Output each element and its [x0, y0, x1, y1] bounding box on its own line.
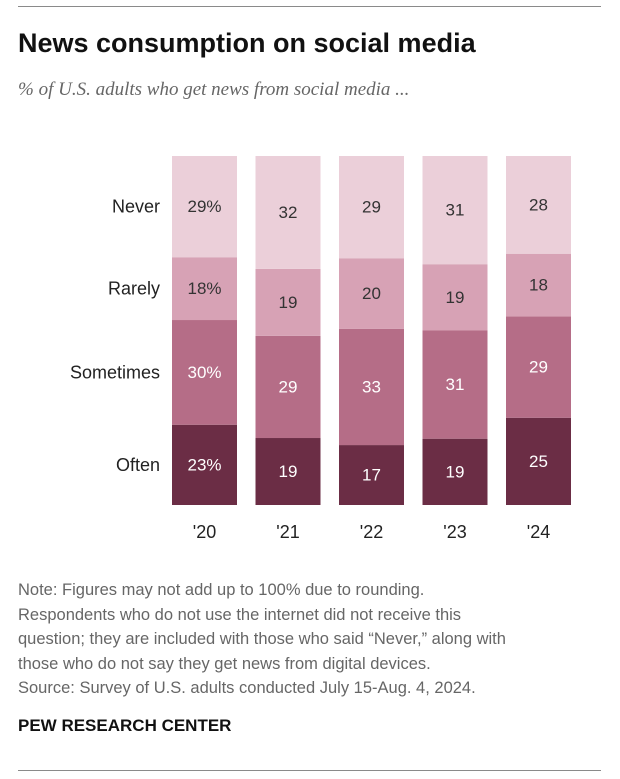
x-tick-label: '22 [360, 522, 383, 542]
x-tick-label: '20 [193, 522, 216, 542]
x-tick-label: '21 [276, 522, 299, 542]
source-line: Source: Survey of U.S. adults conducted … [18, 679, 476, 697]
chart-title: News consumption on social media [18, 28, 476, 58]
bar-segment-sometimes [506, 316, 571, 418]
data-label-rarely: 18 [529, 276, 548, 295]
note-line: Note: Figures may not add up to 100% due… [18, 581, 425, 599]
x-tick-label: '24 [527, 522, 550, 542]
data-label-rarely: 20 [362, 284, 381, 303]
data-label-often: 17 [362, 466, 381, 485]
note-line: question; they are included with those w… [18, 630, 506, 648]
bar-segment-often [339, 445, 404, 505]
data-label-often: 19 [446, 462, 465, 481]
chart-subtitle: % of U.S. adults who get news from socia… [18, 79, 410, 100]
legend-label-never: Never [112, 197, 160, 217]
top-rule [18, 6, 601, 7]
data-label-sometimes: 33 [362, 377, 381, 396]
bar-segment-often [172, 424, 237, 505]
data-label-rarely: 18% [187, 279, 221, 298]
legend-label-sometimes: Sometimes [70, 362, 160, 382]
bar-segment-often [422, 438, 488, 505]
x-tick-label: '23 [443, 522, 466, 542]
bar-segment-never [506, 156, 571, 254]
bar-segment-rarely [172, 257, 237, 321]
bar-segment-often [506, 417, 571, 505]
bar-segment-sometimes [172, 320, 237, 425]
data-label-never: 29 [362, 198, 381, 217]
data-label-rarely: 19 [279, 293, 298, 312]
legend-label-often: Often [116, 455, 160, 475]
data-label-rarely: 19 [446, 288, 465, 307]
bar-segment-sometimes [422, 330, 488, 439]
legend-label-rarely: Rarely [108, 279, 160, 299]
note-line: Respondents who do not use the internet … [18, 605, 462, 624]
data-label-often: 25 [529, 452, 548, 471]
data-label-never: 31 [446, 201, 465, 220]
stacked-bar-chart: 23% Often 30% Sometimes 18% Rarely 29% Never '20… [70, 156, 571, 542]
data-label-often: 23% [187, 455, 221, 474]
bar-segment-often [255, 438, 321, 505]
bottom-rule [18, 770, 601, 771]
bar-segment-never [339, 156, 404, 259]
bar-segment-never [422, 156, 488, 265]
data-label-sometimes: 30% [187, 363, 221, 382]
data-label-sometimes: 29 [529, 358, 548, 377]
data-label-sometimes: 29 [279, 377, 298, 396]
bar-segment-never [172, 156, 237, 258]
bar-segment-rarely [339, 258, 404, 329]
data-label-never: 32 [279, 203, 298, 222]
bar-segment-sometimes [339, 328, 404, 446]
bar-segment-rarely [506, 253, 571, 317]
bar-segment-never [255, 156, 321, 269]
bar-segment-sometimes [255, 335, 321, 439]
bar-segment-rarely [255, 268, 321, 336]
data-label-never: 29% [187, 197, 221, 216]
bar-segment-rarely [422, 264, 488, 331]
brand-name: PEW RESEARCH CENTER [18, 716, 232, 735]
chart-note: Note: Figures may not add up to 100% due… [18, 578, 608, 701]
data-label-often: 19 [279, 462, 298, 481]
data-label-sometimes: 31 [446, 375, 465, 394]
data-label-never: 28 [529, 195, 548, 214]
note-line: those who do not say they get news from … [18, 654, 431, 673]
